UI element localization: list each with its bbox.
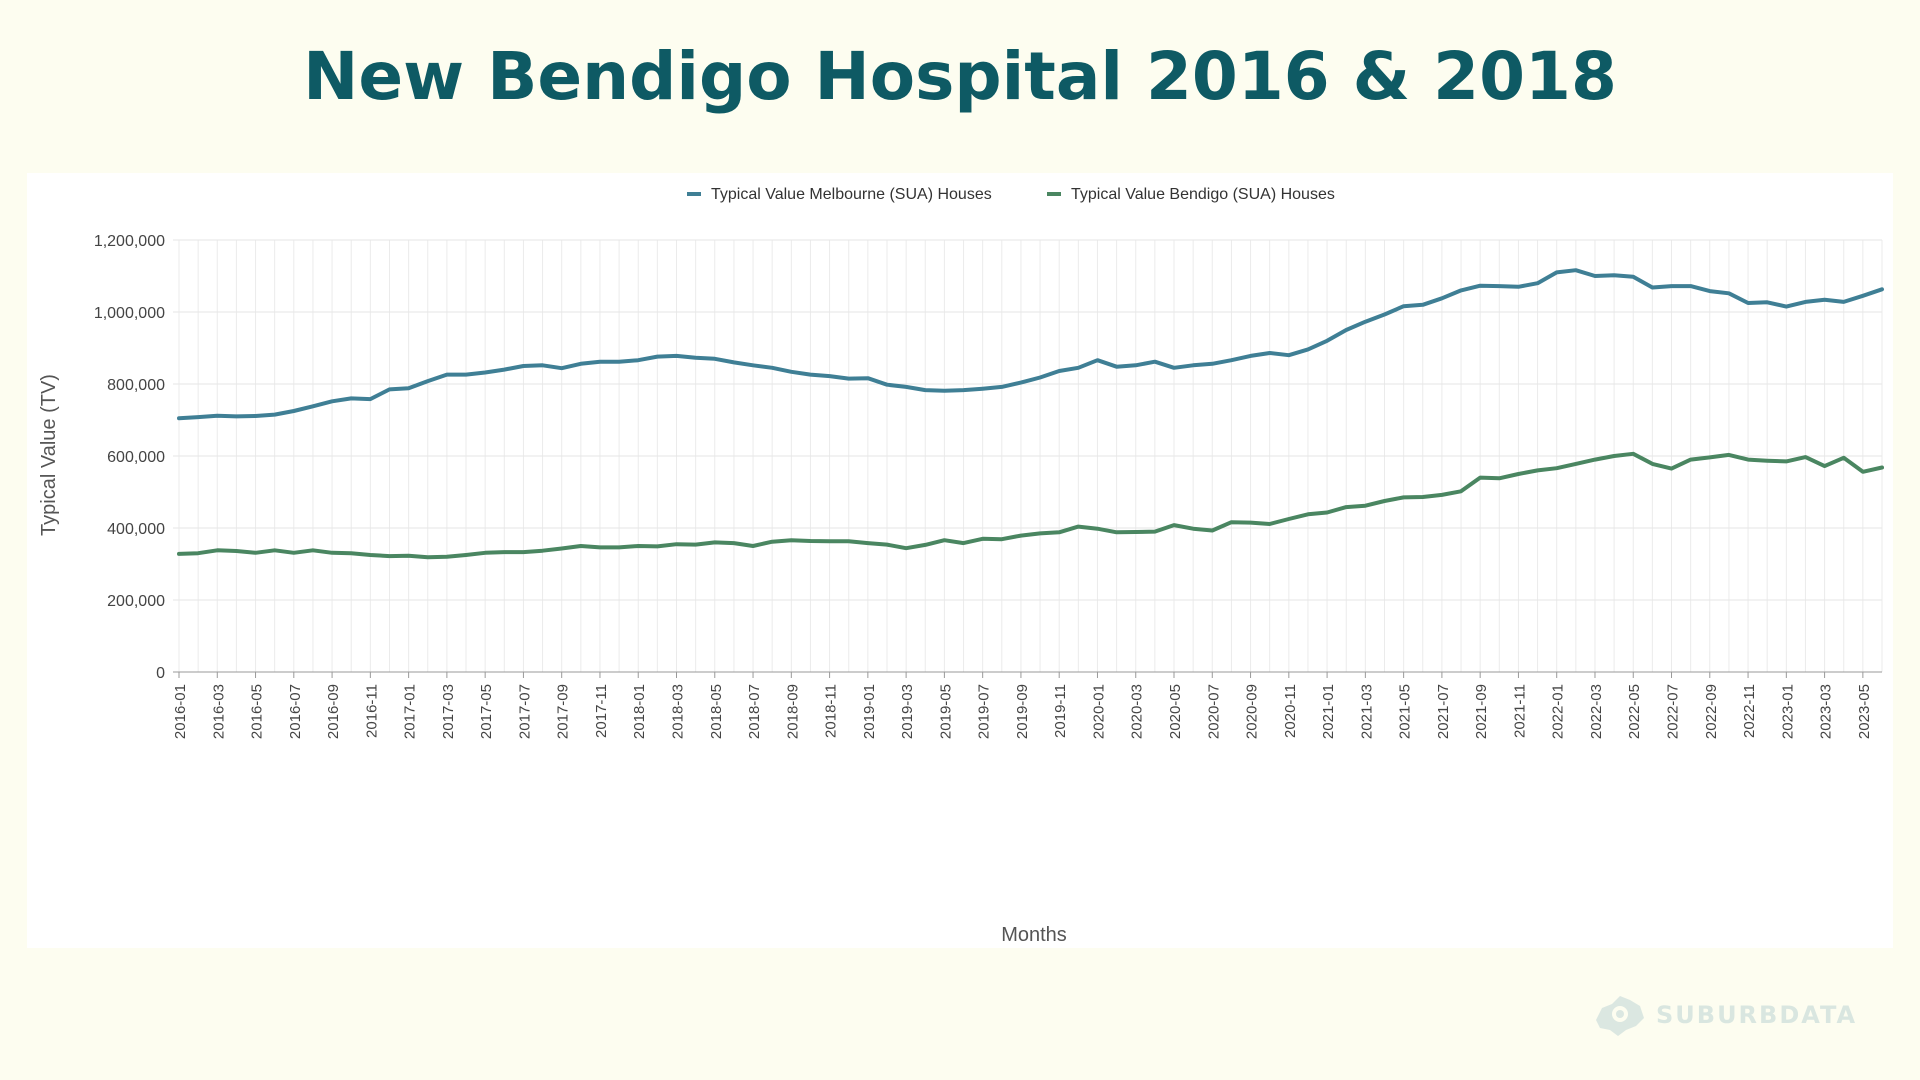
- x-tick-label: 2019-03: [899, 684, 916, 739]
- y-tick-label: 200,000: [107, 593, 165, 610]
- x-tick-label: 2018-07: [746, 684, 763, 739]
- x-tick-label: 2019-05: [937, 684, 954, 739]
- x-tick-label: 2016-11: [363, 684, 380, 738]
- x-tick-label: 2018-05: [708, 684, 725, 739]
- x-tick-label: 2017-05: [478, 684, 495, 739]
- x-tick-label: 2021-01: [1320, 684, 1337, 739]
- legend-item[interactable]: Typical Value Melbourne (SUA) Houses: [711, 186, 992, 203]
- x-tick-label: 2020-05: [1167, 684, 1184, 739]
- x-tick-label: 2021-05: [1397, 684, 1414, 739]
- x-tick-label: 2016-03: [210, 684, 227, 739]
- x-tick-label: 2018-03: [670, 684, 687, 739]
- x-tick-label: 2020-09: [1244, 684, 1261, 739]
- watermark-logo: SUBURBDATA: [1590, 990, 1857, 1040]
- y-tick-label: 600,000: [107, 449, 165, 466]
- x-tick-label: 2019-01: [861, 684, 878, 739]
- x-tick-label: 2020-03: [1129, 684, 1146, 739]
- x-tick-label: 2020-07: [1205, 684, 1222, 739]
- x-tick-label: 2021-09: [1473, 684, 1490, 739]
- x-tick-label: 2017-03: [440, 684, 457, 739]
- x-tick-label: 2021-07: [1435, 684, 1452, 739]
- x-tick-label: 2019-09: [1014, 684, 1031, 739]
- x-tick-label: 2018-11: [823, 684, 840, 738]
- chart-axes: 0 200,000 400,000 600,000 800,000 1,000,000 1,…: [94, 233, 1882, 739]
- x-tick-label: 2023-03: [1818, 684, 1835, 739]
- x-tick-label: 2017-01: [402, 684, 419, 739]
- watermark-text: SUBURBDATA: [1656, 1001, 1858, 1029]
- legend-item[interactable]: Typical Value Bendigo (SUA) Houses: [1071, 186, 1335, 203]
- x-tick-label: 2022-05: [1626, 684, 1643, 739]
- x-tick-label: 2016-07: [287, 684, 304, 739]
- y-axis-label: Typical Value (TV): [38, 374, 60, 536]
- x-tick-label: 2018-01: [631, 684, 648, 739]
- y-tick-label: 1,000,000: [94, 305, 165, 322]
- x-tick-label: 2023-01: [1779, 684, 1796, 739]
- map-pin-icon: [1596, 996, 1644, 1036]
- y-tick-label: 0: [156, 665, 165, 682]
- x-tick-label: 2016-09: [325, 684, 342, 739]
- x-tick-label: 2023-05: [1856, 684, 1873, 739]
- x-tick-label: 2020-01: [1090, 684, 1107, 739]
- x-tick-label: 2022-09: [1703, 684, 1720, 739]
- x-tick-label: 2022-03: [1588, 684, 1605, 739]
- x-tick-label: 2018-09: [784, 684, 801, 739]
- x-tick-label: 2019-11: [1052, 684, 1069, 738]
- x-tick-label: 2022-07: [1665, 684, 1682, 739]
- x-tick-label: 2019-07: [976, 684, 993, 739]
- x-tick-label: 2017-09: [555, 684, 572, 739]
- chart-canvas: 0 200,000 400,000 600,000 800,000 1,000,000 1,…: [38, 186, 1884, 946]
- x-axis-label: Months: [1001, 924, 1067, 946]
- x-tick-label: 2021-11: [1511, 684, 1528, 738]
- page-title: New Bendigo Hospital 2016 & 2018: [303, 38, 1617, 115]
- x-tick-label: 2017-11: [593, 684, 610, 738]
- y-tick-label: 400,000: [107, 521, 165, 538]
- chart-gridlines: [173, 239, 1883, 673]
- series-line: [177, 451, 1884, 560]
- x-tick-label: 2016-05: [249, 684, 266, 739]
- line-chart: 0 200,000 400,000 600,000 800,000 1,000,000 1,…: [27, 173, 1893, 948]
- chart-series: [177, 268, 1884, 560]
- x-tick-label: 2020-11: [1282, 684, 1299, 738]
- y-tick-label: 1,200,000: [94, 233, 165, 250]
- x-tick-label: 2022-11: [1741, 684, 1758, 738]
- y-tick-label: 800,000: [107, 377, 165, 394]
- series-line: [177, 268, 1884, 421]
- x-tick-label: 2021-03: [1358, 684, 1375, 739]
- chart-legend: Typical Value Melbourne (SUA) Houses Typi…: [687, 186, 1335, 203]
- x-tick-label: 2016-01: [172, 684, 189, 739]
- x-tick-label: 2017-07: [516, 684, 533, 739]
- x-tick-label: 2022-01: [1550, 684, 1567, 739]
